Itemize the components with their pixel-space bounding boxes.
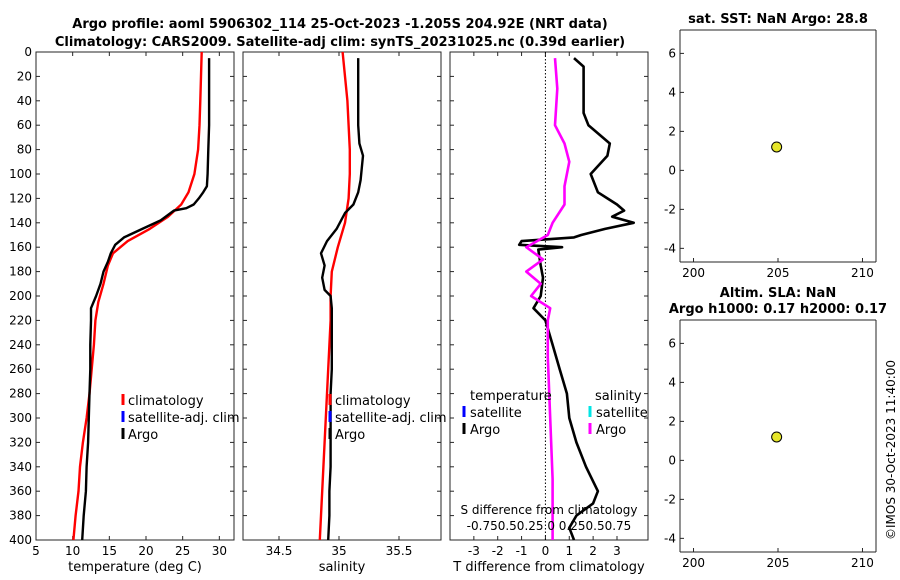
depth-tick-label: 300 <box>9 411 32 425</box>
temperature-xtick-label: 5 <box>32 544 40 558</box>
temperature-legend-label: Argo <box>128 428 158 443</box>
depth-tick-label: 380 <box>9 509 32 523</box>
depth-tick-label: 360 <box>9 484 32 498</box>
salinity-series-argo <box>319 58 365 541</box>
depth-tick-label: 20 <box>17 69 32 83</box>
sst-xtick-label: 205 <box>767 266 790 280</box>
depth-tick-label: 240 <box>9 338 32 352</box>
sla-xtick-label: 205 <box>767 556 790 570</box>
legend-left-label: Argo <box>470 423 500 438</box>
legend-salinity-title: salinity <box>595 389 642 404</box>
depth-tick-label: 60 <box>17 118 32 132</box>
legend-temperature-title: temperature <box>470 389 552 404</box>
difference-xtick-label: -2 <box>492 544 504 558</box>
depth-tick-label: 220 <box>9 313 32 327</box>
salinity-legend-label: climatology <box>335 394 411 409</box>
difference-xtick-label: 2 <box>589 544 597 558</box>
depth-tick-label: 140 <box>9 216 32 230</box>
sla-ytick-label: 6 <box>668 336 676 350</box>
sla-ytick-label: 0 <box>668 453 676 467</box>
depth-tick-label: 160 <box>9 240 32 254</box>
temperature-xtick-label: 25 <box>175 544 190 558</box>
depth-tick-label: 320 <box>9 435 32 449</box>
depth-tick-label: 100 <box>9 167 32 181</box>
sla-point <box>771 431 783 443</box>
temperature-legend-label: satellite-adj. clim <box>128 411 240 426</box>
depth-tick-label: 0 <box>24 45 32 59</box>
sla-ytick-label: 4 <box>668 375 676 389</box>
depth-tick-label: 280 <box>9 387 32 401</box>
sst-xtick-label: 200 <box>682 266 705 280</box>
difference-xtick-label: 1 <box>565 544 573 558</box>
temperature-xtick-label: 15 <box>102 544 117 558</box>
depth-tick-label: 400 <box>9 533 32 547</box>
temperature-legend-label: climatology <box>128 394 204 409</box>
difference-xtick-label: -3 <box>468 544 480 558</box>
depth-tick-label: 40 <box>17 94 32 108</box>
depth-tick-label: 120 <box>9 191 32 205</box>
sst-ytick-label: 0 <box>668 163 676 177</box>
salinity-xtick-label: 34.5 <box>266 544 293 558</box>
depth-tick-label: 260 <box>9 362 32 376</box>
difference-xlabel: T difference from climatology <box>452 560 645 575</box>
sla-ytick-label: -4 <box>664 531 676 545</box>
salinity-legend-label: Argo <box>335 428 365 443</box>
temperature-frame <box>35 51 235 541</box>
difference-xtick-label: 3 <box>613 544 621 558</box>
temperature-xlabel: temperature (deg C) <box>68 560 202 575</box>
sst-point <box>771 141 783 153</box>
legend-left-label: satellite <box>470 406 522 421</box>
legend-right-label: satellite <box>596 406 648 421</box>
difference-frame <box>449 51 649 541</box>
salinity-series-climatology <box>318 51 351 541</box>
sst-ytick-label: 2 <box>668 124 676 138</box>
sst-ytick-label: -2 <box>664 202 676 216</box>
salinity-legend-label: satellite-adj. clim <box>335 411 447 426</box>
sla-title-line1: Altim. SLA: NaN <box>720 286 836 301</box>
depth-tick-label: 180 <box>9 265 32 279</box>
sst-xtick-label: 210 <box>851 266 874 280</box>
salinity-frame <box>242 51 442 541</box>
sla-xtick-label: 210 <box>851 556 874 570</box>
sla-xtick-label: 200 <box>682 556 705 570</box>
sdiff-tick-labels: -0.750.50.25 0 0.250.50.75 <box>467 519 632 533</box>
difference-series-t-difference--argo- <box>517 57 636 541</box>
temperature-series-argo <box>81 58 211 541</box>
imos-credit: ©IMOS 30-Oct-2023 11:40:00 <box>884 360 898 540</box>
sla-ytick-label: -2 <box>664 492 676 506</box>
sst-title: sat. SST: NaN Argo: 28.8 <box>688 12 868 27</box>
sdiff-axis-label: S difference from climatology <box>461 503 638 517</box>
title-line1: Argo profile: aoml 5906302_114 25-Oct-20… <box>72 17 607 32</box>
difference-xtick-label: -1 <box>516 544 528 558</box>
title-line2: Climatology: CARS2009. Satellite-adj cli… <box>55 35 625 50</box>
sla-title-line2: Argo h1000: 0.17 h2000: 0.17 <box>669 302 887 317</box>
sst-ytick-label: 4 <box>668 85 676 99</box>
salinity-xlabel: salinity <box>319 560 366 575</box>
sst-ytick-label: 6 <box>668 46 676 60</box>
sst-ytick-label: -4 <box>664 241 676 255</box>
depth-tick-label: 200 <box>9 289 32 303</box>
sla-ytick-label: 2 <box>668 414 676 428</box>
difference-series-s-difference--argo- <box>524 58 571 540</box>
difference-xtick-label: 0 <box>542 544 550 558</box>
legend-right-label: Argo <box>596 423 626 438</box>
salinity-xtick-label: 35.5 <box>386 544 413 558</box>
depth-tick-label: 80 <box>17 143 32 157</box>
temperature-xtick-label: 20 <box>138 544 153 558</box>
temperature-xtick-label: 30 <box>212 544 227 558</box>
depth-tick-label: 340 <box>9 460 32 474</box>
temperature-xtick-label: 10 <box>65 544 80 558</box>
salinity-xtick-label: 35 <box>331 544 346 558</box>
temperature-series-climatology <box>72 51 203 541</box>
